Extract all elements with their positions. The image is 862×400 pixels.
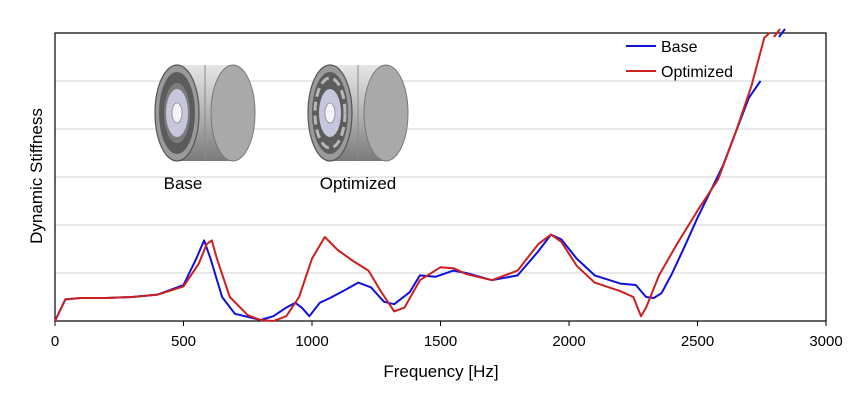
x-tick-label-4: 2000 (552, 333, 585, 350)
axis-break-mark (773, 28, 786, 38)
axis-break-line-0 (773, 28, 781, 38)
base-bushing-image (154, 64, 256, 162)
legend-label-base: Base (661, 39, 698, 56)
series-line-optimized (54, 32, 771, 322)
legend-label-optimized: Optimized (661, 64, 733, 81)
inset-label-optimized: Optimized (320, 174, 397, 193)
x-axis-ticks: 0 500 1000 1500 2000 2500 3000 (51, 321, 843, 350)
series-line-base (54, 80, 762, 322)
x-tick-label-3: 1500 (424, 333, 457, 350)
x-axis-title: Frequency [Hz] (383, 362, 498, 381)
legend: Base Optimized (626, 39, 733, 81)
x-tick-label-5: 2500 (681, 333, 714, 350)
inset-label-base: Base (164, 174, 203, 193)
y-axis-title: Dynamic Stiffness (27, 108, 46, 244)
x-tick-label-0: 0 (51, 333, 59, 350)
axis-break-line-1 (778, 28, 786, 38)
x-tick-label-1: 500 (171, 333, 196, 350)
x-tick-label-6: 3000 (809, 333, 842, 350)
optimized-bushing-image (307, 64, 409, 162)
series-layer (54, 28, 786, 322)
x-tick-label-2: 1000 (295, 333, 328, 350)
insets: Base Optimized (154, 64, 409, 193)
